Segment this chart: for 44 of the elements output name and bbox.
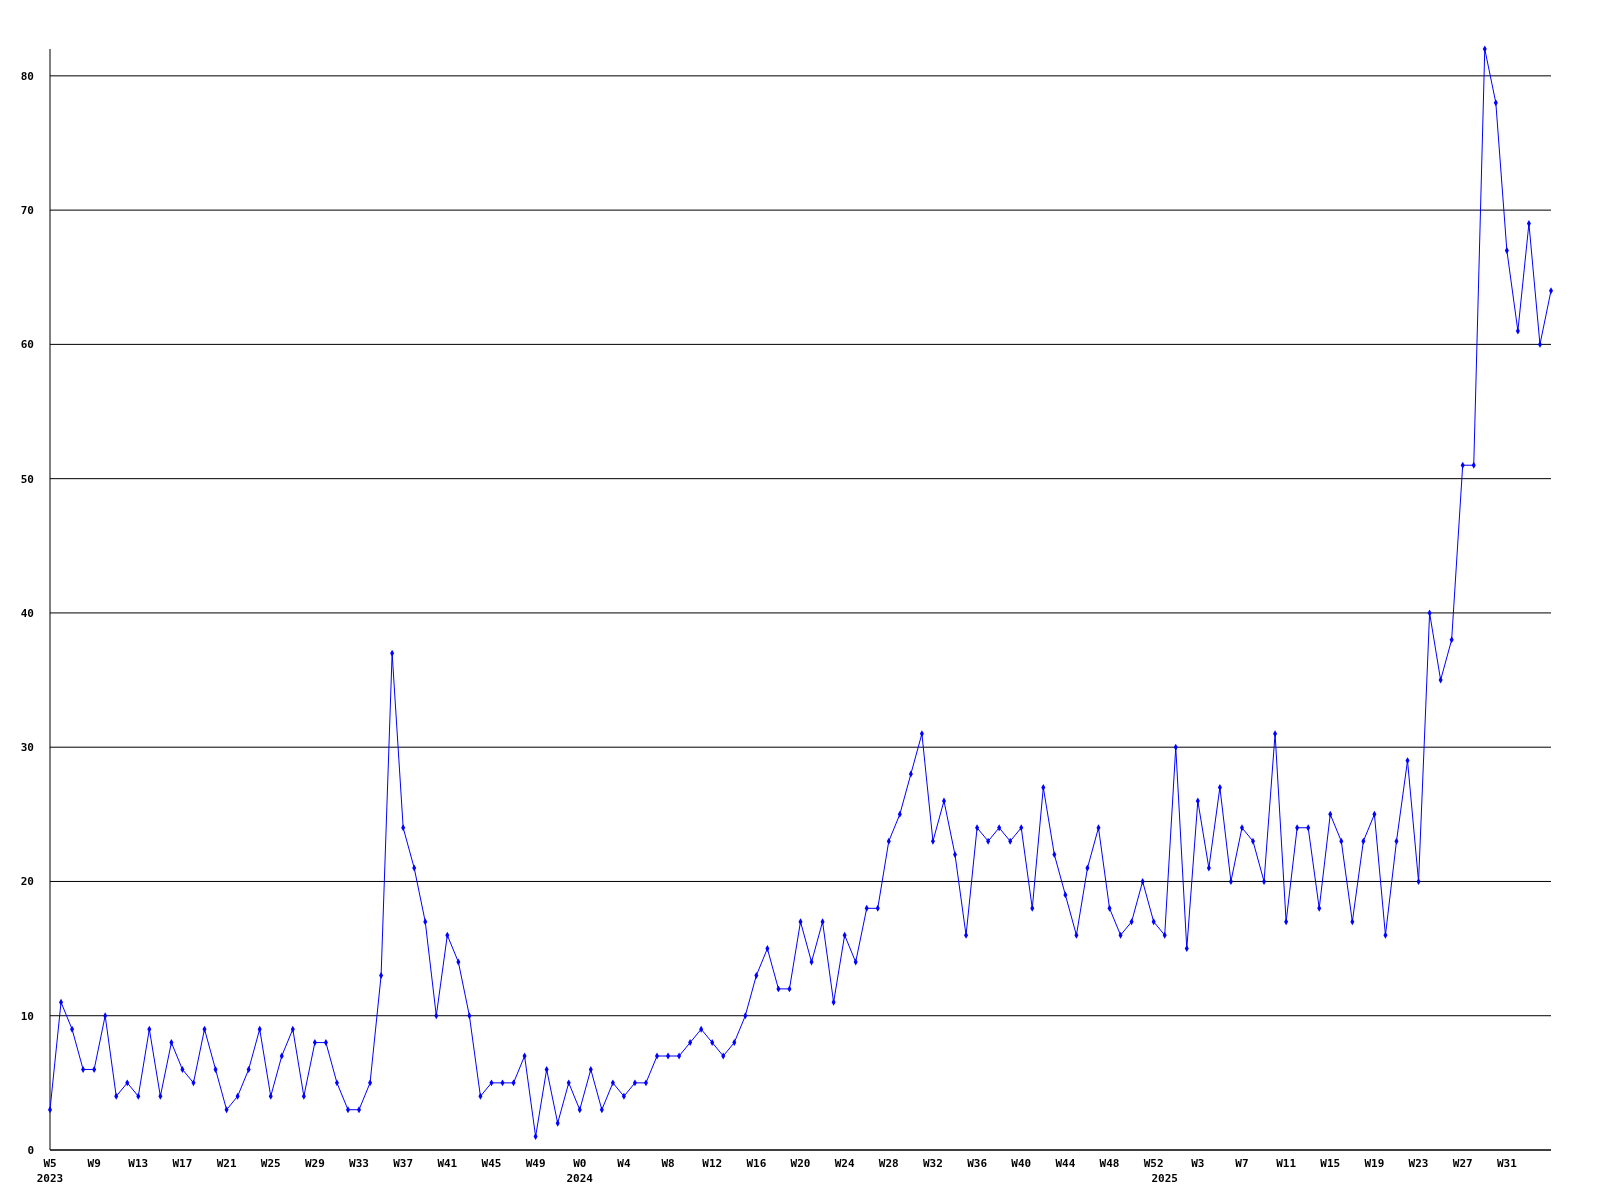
x-tick-label: W48	[1099, 1157, 1120, 1170]
y-tick-label: 50	[20, 472, 34, 486]
x-tick-label: W11	[1276, 1157, 1297, 1170]
x-tick-label: W5 2023	[36, 1157, 64, 1185]
x-tick-label: W31	[1496, 1157, 1518, 1170]
x-tick-label: W52	[1143, 1157, 1164, 1170]
x-tick-label: W19	[1364, 1157, 1385, 1170]
x-tick-label: W36	[967, 1157, 988, 1170]
y-tick-label: 40	[20, 606, 34, 620]
x-tick-label: W16	[746, 1157, 767, 1170]
x-tick-label: W44	[1055, 1157, 1076, 1170]
x-tick-label: W32	[923, 1157, 943, 1170]
x-tick-label: W24	[834, 1157, 855, 1170]
x-tick-label: W40	[1011, 1157, 1032, 1170]
x-tick-label: W17	[172, 1157, 193, 1170]
y-tick-label: 30	[20, 741, 34, 755]
x-tick-label: 2025	[1151, 1172, 1178, 1185]
x-tick-label: W23	[1408, 1157, 1429, 1170]
y-tick-label: 0	[27, 1143, 34, 1157]
x-tick-label: W37	[393, 1157, 414, 1170]
x-tick-label: W33	[349, 1157, 369, 1170]
x-tick-label: W29	[304, 1157, 325, 1170]
x-tick-label: W13	[128, 1157, 149, 1170]
x-tick-label: W8	[661, 1157, 675, 1170]
y-tick-label: 10	[20, 1009, 34, 1023]
x-tick-label: W25	[260, 1157, 281, 1170]
x-tick-label: W41	[437, 1157, 458, 1170]
x-tick-label: W20	[790, 1157, 811, 1170]
x-tick-label: W49	[525, 1157, 546, 1170]
y-tick-label: 70	[20, 203, 34, 217]
y-tick-label: 80	[20, 69, 34, 83]
y-tick-label: 60	[20, 338, 34, 352]
x-tick-label: W9	[87, 1157, 101, 1170]
x-tick-label: W21	[216, 1157, 237, 1170]
x-tick-label: W15	[1320, 1157, 1341, 1170]
x-tick-label: W3	[1191, 1157, 1205, 1170]
x-tick-label: W45	[481, 1157, 502, 1170]
x-tick-label: W0 2024	[566, 1157, 594, 1185]
x-tick-label: W7	[1235, 1157, 1249, 1170]
x-tick-label: W12	[702, 1157, 723, 1170]
x-tick-label: W28	[878, 1157, 899, 1170]
x-tick-label: W27	[1452, 1157, 1473, 1170]
x-tick-label: W4	[617, 1157, 631, 1170]
y-tick-label: 20	[20, 875, 34, 889]
